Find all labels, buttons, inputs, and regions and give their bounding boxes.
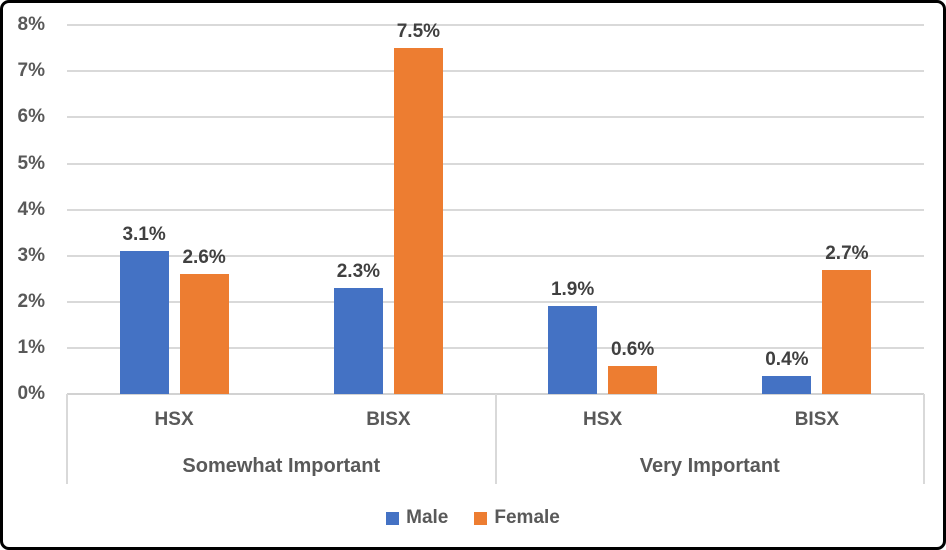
category-label: HSX: [154, 409, 194, 430]
y-axis-tick-label: 4%: [17, 198, 45, 220]
y-axis-tick-label: 8%: [17, 14, 45, 36]
bar-female: [822, 269, 872, 394]
bar-male: [333, 288, 383, 394]
category-group-label: Very Important: [639, 455, 780, 477]
gridline: [67, 116, 924, 119]
gridline: [67, 346, 924, 349]
bar-male: [762, 375, 812, 394]
bar-female: [393, 48, 443, 395]
data-label: 2.3%: [336, 261, 381, 282]
y-axis-tick-label: 2%: [17, 290, 45, 312]
legend-entry-female: Female: [474, 507, 560, 529]
data-label: 0.6%: [610, 339, 655, 361]
y-axis-tick-label: 0%: [17, 383, 45, 404]
gridline: [67, 24, 924, 27]
data-label: 2.7%: [825, 242, 869, 264]
category-label: BISX: [366, 409, 411, 430]
y-axis-tick-label: 1%: [17, 336, 45, 358]
bar-female: [179, 274, 229, 394]
category-divider-line: [923, 394, 925, 484]
legend-label: Female: [494, 507, 560, 528]
gridline: [67, 208, 924, 211]
category-label: BISX: [794, 409, 840, 430]
bar-male: [119, 251, 169, 394]
y-axis-tick-label: 5%: [17, 152, 45, 174]
legend: Male Female: [3, 506, 943, 530]
gridline: [67, 70, 924, 73]
bar-female: [608, 366, 658, 394]
gridline: [67, 254, 924, 257]
data-label: 2.6%: [182, 247, 226, 269]
category-label: HSX: [583, 409, 623, 430]
data-label: 7.5%: [396, 21, 441, 43]
bar-male: [548, 306, 598, 394]
category-divider-line: [494, 394, 497, 484]
legend-label: Male: [406, 507, 449, 528]
gridline: [67, 300, 924, 303]
data-label: 0.4%: [765, 348, 809, 370]
bar-chart-plot-area: 0% 1% 2% 3% 4% 5% 6% 7% 8% 3.1% 2.3% 1.9% 0.4% 2.6% 7.…: [3, 3, 943, 547]
y-axis-tick-label: 6%: [17, 106, 45, 128]
data-label: 3.1%: [122, 224, 166, 246]
y-axis-tick-label: 7%: [17, 60, 45, 82]
category-group-label: Somewhat Important: [182, 455, 381, 477]
data-label: 1.9%: [550, 279, 595, 301]
gridline: [67, 162, 924, 165]
legend-entry-male: Male: [386, 507, 448, 529]
y-axis-tick-label: 3%: [17, 244, 45, 266]
legend-swatch-icon: [386, 511, 400, 525]
category-divider-line: [66, 394, 68, 484]
legend-swatch-icon: [474, 511, 488, 525]
